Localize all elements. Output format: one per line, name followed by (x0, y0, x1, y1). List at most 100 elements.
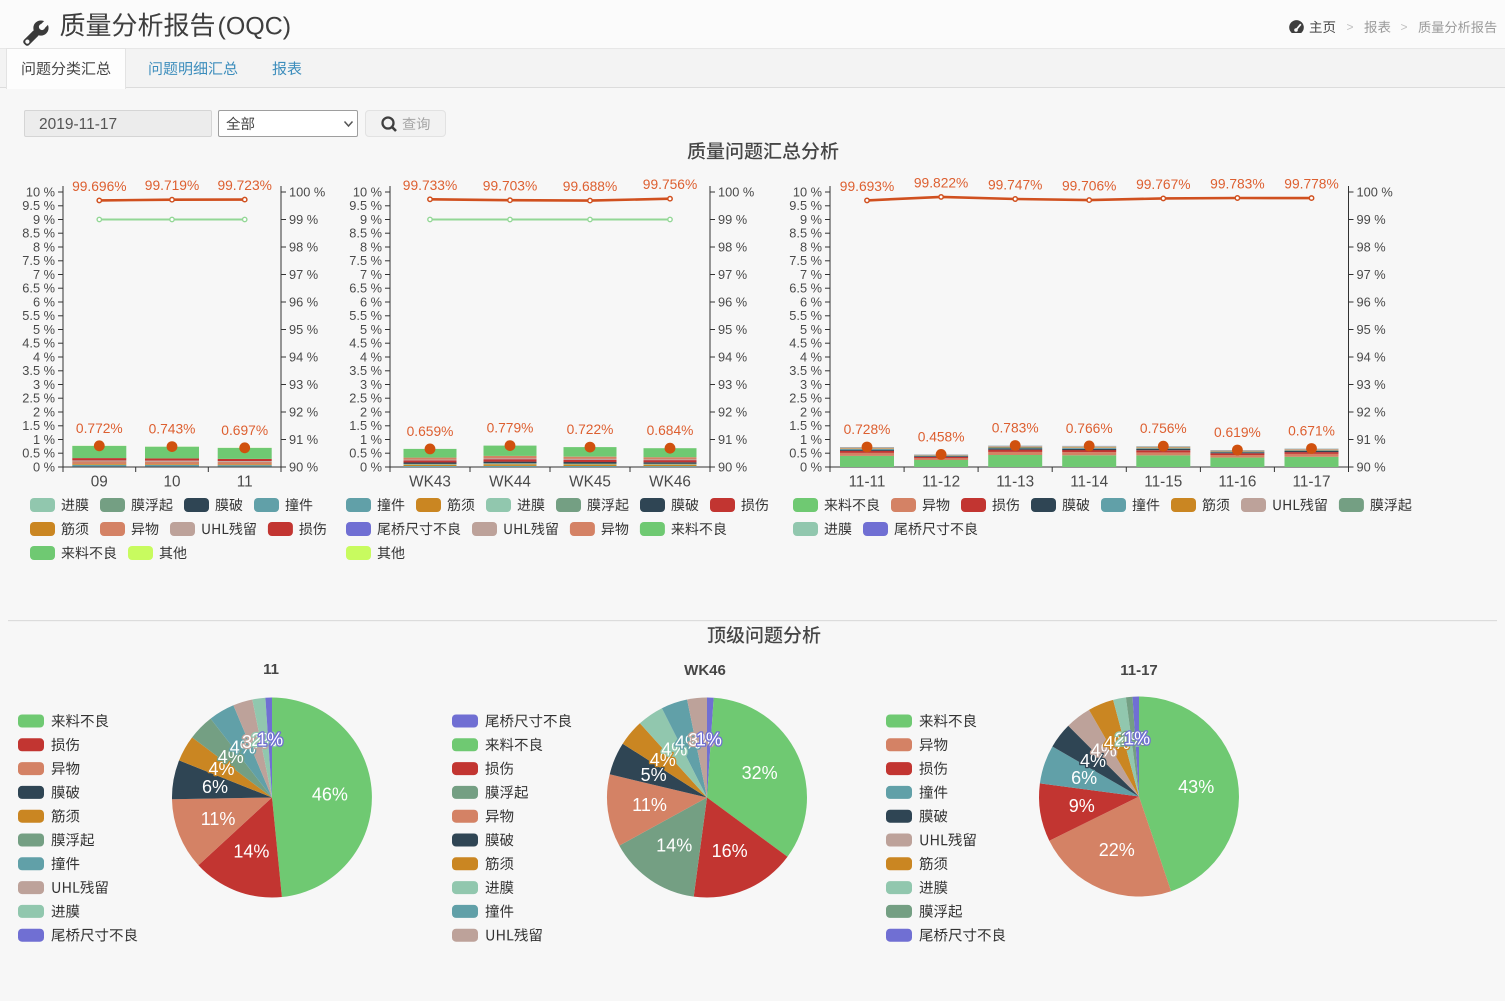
svg-text:2.5 %: 2.5 % (789, 391, 822, 406)
svg-text:6.5 %: 6.5 % (22, 281, 55, 296)
svg-text:>: > (1400, 20, 1407, 34)
svg-text:94 %: 94 % (718, 349, 747, 364)
svg-text:1.5 %: 1.5 % (22, 418, 55, 433)
svg-text:91 %: 91 % (718, 432, 747, 447)
svg-text:90 %: 90 % (289, 459, 318, 474)
svg-text:5 %: 5 % (800, 322, 822, 337)
svg-text:95 %: 95 % (289, 322, 318, 337)
svg-text:91 %: 91 % (1357, 432, 1386, 447)
svg-text:99.723%: 99.723% (217, 178, 271, 193)
svg-text:14%: 14% (233, 842, 269, 862)
svg-text:1 %: 1 % (360, 432, 382, 447)
svg-text:10: 10 (163, 474, 180, 491)
svg-text:9%: 9% (1069, 796, 1095, 816)
svg-text:7.5 %: 7.5 % (22, 253, 55, 268)
svg-text:4 %: 4 % (33, 349, 55, 364)
svg-text:9 %: 9 % (800, 212, 822, 227)
svg-text:100 %: 100 % (1357, 184, 1393, 199)
svg-text:0 %: 0 % (33, 459, 55, 474)
svg-text:5.5 %: 5.5 % (22, 308, 55, 323)
svg-text:3.5 %: 3.5 % (22, 363, 55, 378)
svg-text:95 %: 95 % (718, 322, 747, 337)
svg-text:94 %: 94 % (289, 349, 318, 364)
svg-text:2%: 2% (1115, 730, 1141, 750)
svg-text:97 %: 97 % (718, 267, 747, 282)
svg-text:11-11: 11-11 (849, 474, 886, 491)
svg-text:5.5 %: 5.5 % (789, 308, 822, 323)
svg-text:95 %: 95 % (1357, 322, 1386, 337)
svg-text:3.5 %: 3.5 % (349, 363, 382, 378)
svg-text:98 %: 98 % (289, 239, 318, 254)
svg-text:5%: 5% (641, 765, 667, 785)
svg-text:1%: 1% (1124, 729, 1150, 749)
svg-text:4%: 4% (218, 747, 244, 767)
svg-text:0.728%: 0.728% (844, 422, 891, 437)
svg-text:96 %: 96 % (289, 294, 318, 309)
svg-text:10 %: 10 % (353, 184, 382, 199)
svg-text:WK45: WK45 (569, 474, 611, 491)
svg-text:93 %: 93 % (289, 377, 318, 392)
svg-text:99.756%: 99.756% (643, 177, 697, 192)
svg-text:8.5 %: 8.5 % (789, 226, 822, 241)
svg-text:0.684%: 0.684% (647, 423, 694, 438)
svg-text:4%: 4% (1080, 751, 1106, 771)
svg-text:0 %: 0 % (800, 459, 822, 474)
svg-text:2 %: 2 % (800, 404, 822, 419)
svg-text:6%: 6% (202, 777, 228, 797)
svg-text:11%: 11% (632, 795, 667, 815)
svg-text:6 %: 6 % (33, 294, 55, 309)
svg-text:99.706%: 99.706% (1062, 179, 1116, 194)
svg-text:99.703%: 99.703% (483, 179, 537, 194)
svg-text:3.5 %: 3.5 % (789, 363, 822, 378)
svg-text:2 %: 2 % (33, 404, 55, 419)
svg-text:WK46: WK46 (649, 474, 691, 491)
svg-text:8 %: 8 % (33, 239, 55, 254)
svg-text:0.779%: 0.779% (487, 421, 534, 436)
svg-text:94 %: 94 % (1357, 349, 1386, 364)
svg-text:1 %: 1 % (33, 432, 55, 447)
svg-text:2 %: 2 % (360, 404, 382, 419)
svg-text:4.5 %: 4.5 % (789, 336, 822, 351)
svg-text:0.697%: 0.697% (221, 423, 268, 438)
svg-text:7.5 %: 7.5 % (349, 253, 382, 268)
svg-text:5 %: 5 % (360, 322, 382, 337)
svg-text:2.5 %: 2.5 % (22, 391, 55, 406)
svg-text:4%: 4% (661, 740, 687, 760)
svg-text:43%: 43% (1178, 777, 1214, 797)
svg-text:98 %: 98 % (718, 239, 747, 254)
svg-text:93 %: 93 % (718, 377, 747, 392)
svg-text:11-13: 11-13 (996, 474, 1034, 491)
svg-text:6%: 6% (1071, 768, 1097, 788)
svg-text:99.733%: 99.733% (403, 178, 457, 193)
svg-text:4 %: 4 % (800, 349, 822, 364)
svg-text:93 %: 93 % (1357, 377, 1386, 392)
svg-text:0.766%: 0.766% (1066, 421, 1113, 436)
svg-text:4.5 %: 4.5 % (22, 336, 55, 351)
svg-text:3 %: 3 % (33, 377, 55, 392)
svg-text:98 %: 98 % (1357, 239, 1386, 254)
svg-text:2%: 2% (251, 730, 277, 750)
svg-text:92 %: 92 % (1357, 404, 1386, 419)
svg-text:97 %: 97 % (1357, 267, 1386, 282)
svg-text:7.5 %: 7.5 % (789, 253, 822, 268)
svg-text:4.5 %: 4.5 % (349, 336, 382, 351)
svg-text:92 %: 92 % (289, 404, 318, 419)
svg-text:11-17: 11-17 (1293, 474, 1331, 491)
svg-text:99.778%: 99.778% (1284, 177, 1338, 192)
svg-text:11-17: 11-17 (1120, 662, 1158, 679)
svg-text:4%: 4% (1104, 733, 1130, 753)
svg-text:0.5 %: 0.5 % (349, 446, 382, 461)
svg-text:3%: 3% (688, 730, 714, 750)
svg-text:7 %: 7 % (33, 267, 55, 282)
svg-text:99 %: 99 % (289, 212, 318, 227)
svg-text:99.767%: 99.767% (1136, 177, 1190, 192)
svg-text:10 %: 10 % (793, 184, 822, 199)
svg-text:>: > (1346, 20, 1353, 34)
svg-text:0.458%: 0.458% (918, 429, 965, 444)
svg-text:11: 11 (263, 661, 279, 678)
svg-text:WK43: WK43 (409, 474, 451, 491)
svg-text:2.5 %: 2.5 % (349, 391, 382, 406)
svg-text:9.5 %: 9.5 % (789, 198, 822, 213)
svg-text:0.783%: 0.783% (992, 421, 1039, 436)
svg-text:6 %: 6 % (800, 294, 822, 309)
